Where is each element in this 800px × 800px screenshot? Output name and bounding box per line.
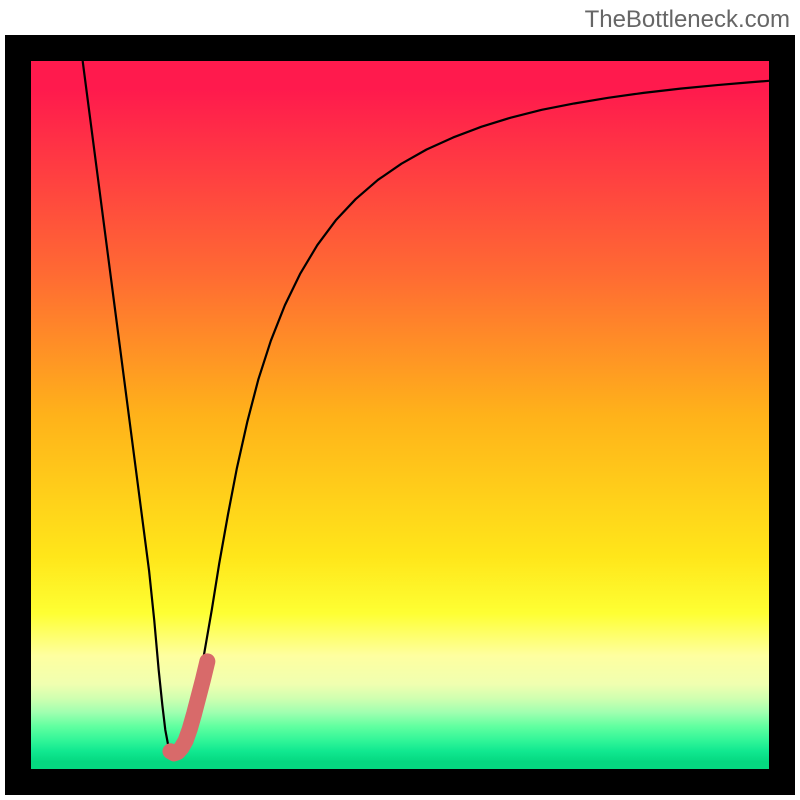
bottleneck-chart [31, 61, 769, 769]
gradient-background [31, 61, 769, 769]
watermark-text: TheBottleneck.com [585, 6, 790, 34]
